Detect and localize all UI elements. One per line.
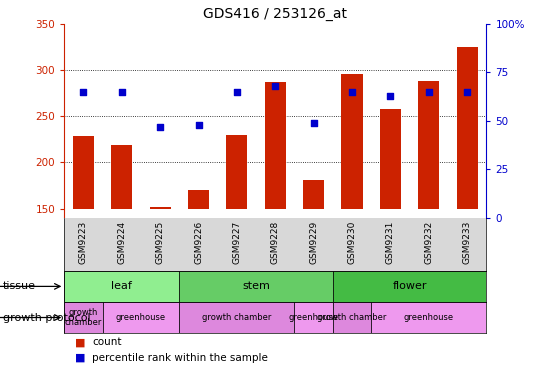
Point xyxy=(463,89,472,94)
Text: GSM9229: GSM9229 xyxy=(309,220,318,264)
Bar xyxy=(457,47,478,209)
Text: greenhouse: greenhouse xyxy=(288,313,339,322)
Point xyxy=(309,120,318,126)
Bar xyxy=(226,135,248,209)
Text: ■: ■ xyxy=(75,353,86,363)
Text: GSM9231: GSM9231 xyxy=(386,220,395,264)
Bar xyxy=(150,207,170,209)
Bar xyxy=(179,271,333,302)
Text: count: count xyxy=(92,337,122,347)
Point xyxy=(348,89,357,94)
Text: tissue: tissue xyxy=(3,281,36,291)
Bar xyxy=(73,137,94,209)
Bar xyxy=(371,302,486,333)
Text: growth
chamber: growth chamber xyxy=(65,308,102,327)
Point xyxy=(194,122,203,128)
Text: ■: ■ xyxy=(75,337,86,347)
Point xyxy=(386,93,395,98)
Text: growth chamber: growth chamber xyxy=(318,313,387,322)
Text: GSM9226: GSM9226 xyxy=(194,220,203,264)
Bar xyxy=(380,109,401,209)
Text: GSM9228: GSM9228 xyxy=(271,220,280,264)
Point xyxy=(156,124,165,130)
Text: GSM9223: GSM9223 xyxy=(79,220,88,264)
Bar xyxy=(333,271,486,302)
Text: percentile rank within the sample: percentile rank within the sample xyxy=(92,353,268,363)
Text: growth protocol: growth protocol xyxy=(3,313,91,322)
Bar xyxy=(265,82,286,209)
Bar xyxy=(333,302,371,333)
Bar xyxy=(179,302,295,333)
Bar xyxy=(295,302,333,333)
Text: greenhouse: greenhouse xyxy=(116,313,166,322)
Point xyxy=(117,89,126,94)
Bar xyxy=(303,180,324,209)
Point xyxy=(271,83,280,89)
Text: GSM9224: GSM9224 xyxy=(117,220,126,264)
Bar xyxy=(188,190,209,209)
Text: GSM9232: GSM9232 xyxy=(424,220,433,264)
Bar xyxy=(111,145,132,209)
Bar xyxy=(103,302,179,333)
Point xyxy=(233,89,241,94)
Text: GSM9225: GSM9225 xyxy=(156,220,165,264)
Text: leaf: leaf xyxy=(111,281,132,291)
Text: GSM9233: GSM9233 xyxy=(463,220,472,264)
Title: GDS416 / 253126_at: GDS416 / 253126_at xyxy=(203,7,347,21)
Text: greenhouse: greenhouse xyxy=(404,313,454,322)
Bar xyxy=(64,271,179,302)
Text: GSM9230: GSM9230 xyxy=(348,220,357,264)
Text: growth chamber: growth chamber xyxy=(202,313,272,322)
Point xyxy=(79,89,88,94)
Text: flower: flower xyxy=(392,281,427,291)
Text: stem: stem xyxy=(242,281,270,291)
Bar xyxy=(342,74,363,209)
Bar xyxy=(64,302,103,333)
Point xyxy=(424,89,433,94)
Bar xyxy=(418,81,439,209)
Text: GSM9227: GSM9227 xyxy=(233,220,241,264)
